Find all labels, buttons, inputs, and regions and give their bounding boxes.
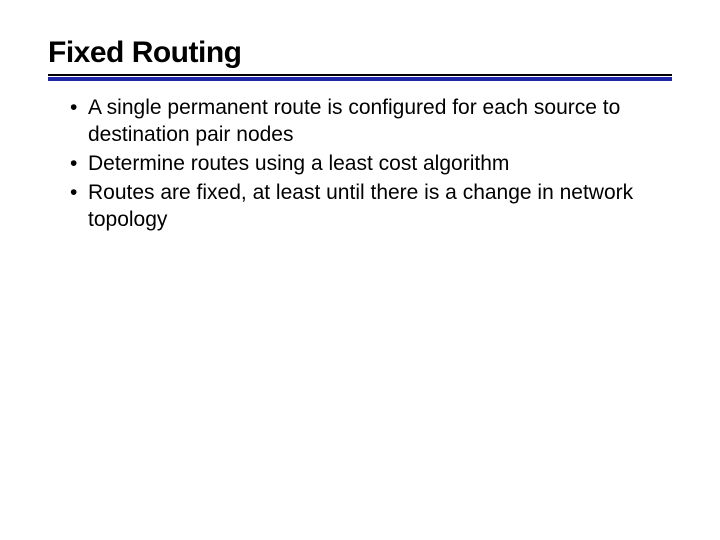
title-rule-thick xyxy=(48,77,672,81)
list-item: A single permanent route is configured f… xyxy=(70,95,672,149)
bullet-list: A single permanent route is configured f… xyxy=(48,95,672,233)
slide-title: Fixed Routing xyxy=(48,36,672,74)
list-item: Determine routes using a least cost algo… xyxy=(70,151,672,178)
title-rule-thin xyxy=(48,74,672,76)
list-item: Routes are fixed, at least until there i… xyxy=(70,180,672,234)
